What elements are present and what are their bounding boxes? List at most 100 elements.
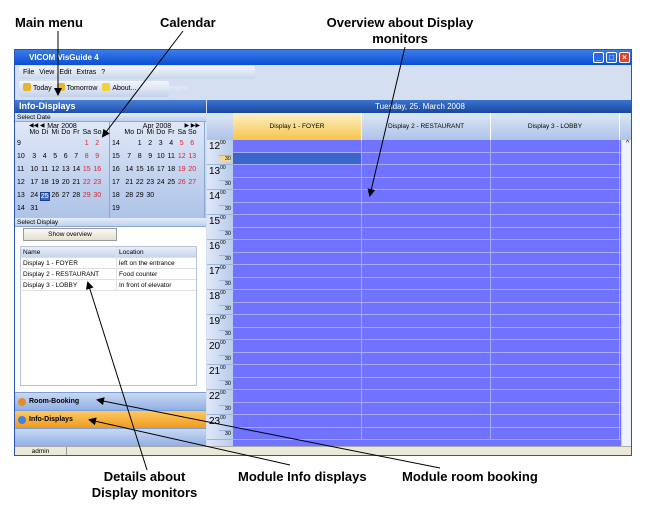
calendar-day[interactable]: 18 bbox=[40, 179, 49, 186]
display-column-header[interactable]: Display 3 - LOBBY bbox=[491, 113, 620, 140]
calendar-day[interactable]: 13 bbox=[61, 166, 70, 173]
menu-item[interactable]: View bbox=[39, 69, 55, 76]
schedule-cell[interactable] bbox=[362, 415, 491, 427]
calendar-day[interactable]: 11 bbox=[41, 166, 49, 173]
schedule-cell[interactable] bbox=[362, 390, 491, 402]
schedule-cell[interactable] bbox=[233, 202, 362, 214]
calendar-day[interactable]: 7 bbox=[74, 153, 79, 160]
schedule-cell[interactable] bbox=[233, 140, 362, 152]
calendar-day[interactable]: 3 bbox=[158, 140, 163, 147]
calendar-day[interactable]: 15 bbox=[135, 166, 144, 173]
schedule-cell[interactable] bbox=[233, 302, 362, 314]
schedule-cell[interactable] bbox=[491, 252, 620, 264]
menu-item[interactable]: Edit bbox=[59, 69, 72, 76]
schedule-cell[interactable] bbox=[362, 277, 491, 289]
calendar-day[interactable]: 17 bbox=[30, 179, 39, 186]
calendar-day[interactable]: 30 bbox=[93, 192, 102, 199]
schedule-cell[interactable] bbox=[233, 265, 362, 277]
maximize-button[interactable]: □ bbox=[606, 52, 617, 63]
schedule-cell[interactable] bbox=[233, 427, 362, 439]
schedule-cell[interactable] bbox=[233, 377, 362, 389]
schedule-cell[interactable] bbox=[491, 265, 620, 277]
calendar-day[interactable]: 3 bbox=[32, 153, 37, 160]
calendar-day[interactable]: 14 bbox=[125, 166, 134, 173]
schedule-cell[interactable] bbox=[362, 140, 491, 152]
calendar-day[interactable]: 25 bbox=[167, 179, 176, 186]
schedule-cell[interactable] bbox=[491, 402, 620, 414]
calendar-day[interactable]: 20 bbox=[61, 179, 70, 186]
calendar-day[interactable]: 19 bbox=[51, 179, 60, 186]
schedule-cell[interactable] bbox=[491, 340, 620, 352]
calendar-day[interactable]: 10 bbox=[156, 153, 165, 160]
column-header[interactable]: Location bbox=[119, 249, 144, 256]
schedule-cell[interactable] bbox=[233, 327, 362, 339]
schedule-cell[interactable] bbox=[362, 240, 491, 252]
schedule-cell[interactable] bbox=[362, 165, 491, 177]
schedule-cell[interactable] bbox=[491, 290, 620, 302]
schedule-cell[interactable] bbox=[491, 140, 620, 152]
schedule-cell[interactable] bbox=[233, 240, 362, 252]
about-button[interactable]: About... bbox=[102, 83, 136, 92]
schedule-cell[interactable] bbox=[491, 227, 620, 239]
calendar-day[interactable]: 6 bbox=[63, 153, 68, 160]
calendar-day[interactable]: 24 bbox=[156, 179, 165, 186]
calendar-day[interactable]: 7 bbox=[127, 153, 132, 160]
calendar-day[interactable]: 27 bbox=[61, 192, 70, 199]
schedule-cell[interactable] bbox=[362, 252, 491, 264]
schedule-cell[interactable] bbox=[491, 315, 620, 327]
calendar-day[interactable]: 23 bbox=[93, 179, 102, 186]
display-column-header[interactable]: Display 2 - RESTAURANT bbox=[362, 113, 491, 140]
table-row[interactable]: Display 1 - FOYER left on the entrance bbox=[21, 258, 196, 269]
schedule-cell[interactable] bbox=[233, 415, 362, 427]
schedule-cell[interactable] bbox=[491, 152, 620, 164]
schedule-cell[interactable] bbox=[491, 365, 620, 377]
schedule-cell[interactable] bbox=[233, 315, 362, 327]
schedule-cell[interactable] bbox=[233, 215, 362, 227]
column-header[interactable]: Name bbox=[21, 247, 117, 257]
schedule-cell[interactable] bbox=[362, 190, 491, 202]
calendar-day[interactable]: 16 bbox=[93, 166, 102, 173]
display-column-header[interactable]: Display 1 - FOYER bbox=[233, 113, 362, 140]
schedule-cell[interactable] bbox=[233, 352, 362, 364]
schedule-cell[interactable] bbox=[362, 215, 491, 227]
calendar-day[interactable]: 2 bbox=[148, 140, 153, 147]
schedule-cell[interactable] bbox=[362, 177, 491, 189]
schedule-cell[interactable] bbox=[233, 365, 362, 377]
schedule-cell[interactable] bbox=[491, 390, 620, 402]
schedule-cell[interactable] bbox=[491, 190, 620, 202]
calendar-day[interactable]: 16 bbox=[146, 166, 155, 173]
calendar-day[interactable]: 23 bbox=[146, 179, 155, 186]
calendar-day[interactable]: 20 bbox=[188, 166, 197, 173]
schedule-cell[interactable] bbox=[491, 327, 620, 339]
calendar-day[interactable]: 24 bbox=[30, 192, 39, 199]
menu-item[interactable]: File bbox=[23, 69, 35, 76]
schedule-cell[interactable] bbox=[233, 165, 362, 177]
calendar-day[interactable]: 15 bbox=[82, 166, 91, 173]
schedule-cell[interactable] bbox=[233, 252, 362, 264]
calendar-day[interactable]: 5 bbox=[53, 153, 58, 160]
calendar-day[interactable]: 1 bbox=[84, 140, 89, 147]
calendar-day[interactable]: 27 bbox=[188, 179, 197, 186]
schedule-cell[interactable] bbox=[491, 277, 620, 289]
schedule-cell[interactable] bbox=[362, 402, 491, 414]
calendar-day[interactable]: 2 bbox=[95, 140, 100, 147]
calendar-day[interactable]: 17 bbox=[156, 166, 165, 173]
calendar-day[interactable]: 4 bbox=[169, 140, 174, 147]
schedule-cell[interactable] bbox=[233, 277, 362, 289]
close-button[interactable]: × bbox=[619, 52, 630, 63]
next-month-icon[interactable]: ▶ ▶▶ bbox=[184, 123, 200, 129]
schedule-cell[interactable] bbox=[233, 152, 362, 164]
calendar-day[interactable]: 30 bbox=[146, 192, 155, 199]
schedule-cell[interactable] bbox=[491, 202, 620, 214]
calendar-day[interactable]: 9 bbox=[148, 153, 153, 160]
show-overview-button[interactable]: Show overview bbox=[23, 228, 117, 241]
calendar-day[interactable]: 1 bbox=[137, 140, 142, 147]
module-room-booking[interactable]: Room-Booking bbox=[15, 392, 206, 410]
schedule-cell[interactable] bbox=[233, 390, 362, 402]
calendar-day[interactable]: 26 bbox=[51, 192, 60, 199]
calendar-day[interactable]: 26 bbox=[177, 179, 186, 186]
calendar-day[interactable]: 12 bbox=[177, 153, 186, 160]
schedule-cell[interactable] bbox=[491, 415, 620, 427]
calendar-day[interactable]: 13 bbox=[188, 153, 197, 160]
schedule-cell[interactable] bbox=[362, 352, 491, 364]
